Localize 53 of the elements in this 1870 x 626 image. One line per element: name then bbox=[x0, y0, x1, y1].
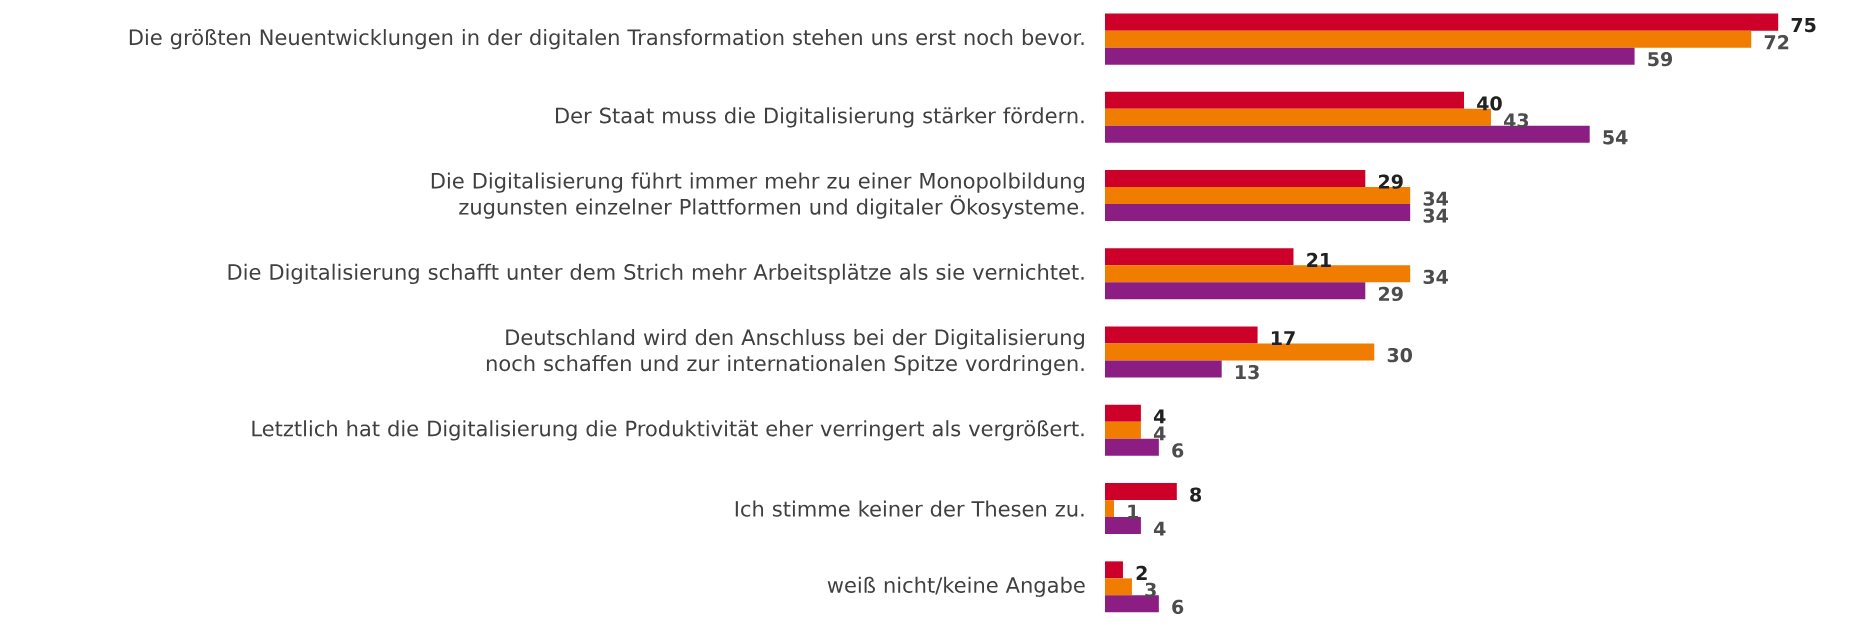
y-tick-label: Die größten Neuentwicklungen in der digitalen Transformation stehen uns erst noch bevor. bbox=[129, 28, 1084, 50]
data-label: 34 bbox=[1423, 208, 1448, 223]
bar bbox=[1105, 91, 1465, 109]
data-label: 21 bbox=[1307, 252, 1331, 267]
bar bbox=[1105, 404, 1141, 422]
y-tick-label: Der Staat muss die Digitalisierung stärker fördern. bbox=[556, 107, 1084, 128]
data-label: 6 bbox=[1172, 443, 1184, 458]
data-label: 6 bbox=[1172, 599, 1184, 615]
data-label: 3 bbox=[1145, 582, 1156, 598]
bar bbox=[1105, 421, 1141, 439]
data-label: 30 bbox=[1387, 347, 1413, 363]
y-tick-label: weiß nicht/keine Angabe bbox=[827, 576, 1085, 598]
bar bbox=[1105, 343, 1375, 361]
bar bbox=[1105, 187, 1411, 205]
data-label: 4 bbox=[1153, 521, 1166, 536]
data-label: 1 bbox=[1128, 504, 1139, 519]
bar bbox=[1105, 47, 1635, 65]
y-tick-label: Letztlich hat die Digitalisierung die Produktivität eher verringert als vergrößert. bbox=[252, 420, 1084, 441]
data-label: 34 bbox=[1423, 269, 1448, 285]
bar bbox=[1105, 204, 1411, 222]
bar bbox=[1105, 13, 1779, 31]
bar bbox=[1105, 517, 1141, 535]
bar bbox=[1105, 500, 1114, 518]
bar bbox=[1105, 483, 1177, 501]
data-label: 29 bbox=[1379, 174, 1403, 189]
data-label: 40 bbox=[1477, 96, 1502, 111]
data-label: 75 bbox=[1791, 18, 1816, 33]
bar bbox=[1105, 360, 1222, 378]
bar bbox=[1105, 30, 1752, 48]
data-label: 59 bbox=[1648, 51, 1672, 67]
data-label: 4 bbox=[1153, 426, 1166, 441]
bar bbox=[1105, 595, 1159, 613]
data-label: 72 bbox=[1764, 35, 1789, 50]
data-label: 13 bbox=[1236, 364, 1259, 380]
y-tick-label: Die Digitalisierung schafft unter dem Strich mehr Arbeitsplätze als sie vernichtet. bbox=[228, 263, 1084, 285]
bar bbox=[1105, 170, 1366, 188]
data-label: 4 bbox=[1153, 409, 1166, 424]
data-label: 17 bbox=[1271, 331, 1295, 346]
y-tick-label: Die Digitalisierung führt immer mehr zu einer Monopolbildung zugunsten einzelner Plattformen und digitaler Ökosysteme. bbox=[431, 172, 1084, 219]
data-label: 29 bbox=[1379, 286, 1403, 302]
data-label: 2 bbox=[1136, 565, 1147, 580]
bar bbox=[1105, 248, 1294, 266]
bar bbox=[1105, 561, 1123, 579]
bar bbox=[1105, 326, 1258, 344]
bar bbox=[1105, 265, 1411, 283]
data-label: 54 bbox=[1603, 130, 1628, 145]
bar bbox=[1105, 282, 1366, 300]
y-tick-label: Deutschland wird den Anschluss bei der Digitalisierung noch schaffen und zur internationalen Spitze vordringen. bbox=[486, 328, 1084, 376]
data-label: 8 bbox=[1190, 487, 1202, 502]
bar bbox=[1105, 578, 1132, 596]
data-label: 43 bbox=[1504, 113, 1529, 128]
y-tick-label: Ich stimme keiner der Thesen zu. bbox=[735, 500, 1084, 517]
data-label: 34 bbox=[1423, 191, 1448, 206]
